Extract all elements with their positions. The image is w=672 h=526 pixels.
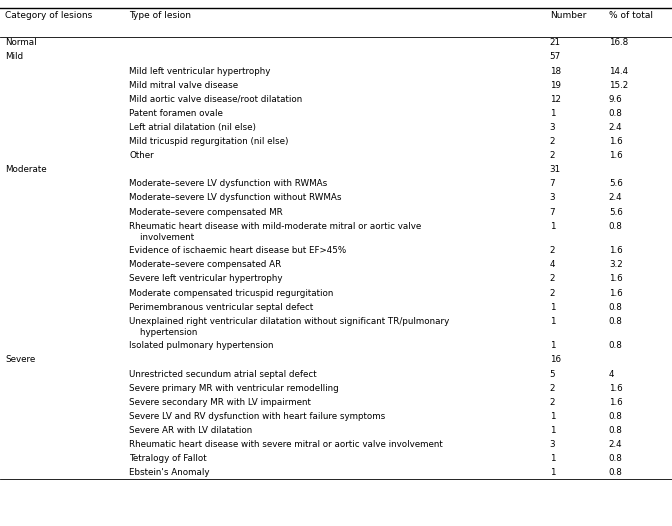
Text: Moderate–severe LV dysfunction with RWMAs: Moderate–severe LV dysfunction with RWMA… — [129, 179, 327, 188]
Text: 0.8: 0.8 — [609, 426, 623, 435]
Text: 14.4: 14.4 — [609, 67, 628, 76]
Text: Evidence of ischaemic heart disease but EF>45%: Evidence of ischaemic heart disease but … — [129, 246, 346, 255]
Text: 7: 7 — [550, 208, 555, 217]
Text: Mild aortic valve disease/root dilatation: Mild aortic valve disease/root dilatatio… — [129, 95, 302, 104]
Text: 57: 57 — [550, 53, 561, 62]
Text: 1: 1 — [550, 221, 555, 231]
Text: 1.6: 1.6 — [609, 383, 622, 393]
Text: 19: 19 — [550, 80, 560, 90]
Text: 4: 4 — [609, 370, 614, 379]
Text: 16: 16 — [550, 356, 560, 365]
Text: 2.4: 2.4 — [609, 440, 622, 449]
Text: 0.8: 0.8 — [609, 412, 623, 421]
Text: 3.2: 3.2 — [609, 260, 622, 269]
Text: Ebstein's Anomaly: Ebstein's Anomaly — [129, 468, 210, 477]
Text: Category of lesions: Category of lesions — [5, 11, 93, 19]
Text: 0.8: 0.8 — [609, 468, 623, 477]
Text: Other: Other — [129, 151, 154, 160]
Text: 1: 1 — [550, 426, 555, 435]
Text: 1: 1 — [550, 341, 555, 350]
Text: 31: 31 — [550, 165, 561, 174]
Text: 1.6: 1.6 — [609, 289, 622, 298]
Text: Mild tricuspid regurgitation (nil else): Mild tricuspid regurgitation (nil else) — [129, 137, 288, 146]
Text: Severe primary MR with ventricular remodelling: Severe primary MR with ventricular remod… — [129, 383, 339, 393]
Text: Severe secondary MR with LV impairment: Severe secondary MR with LV impairment — [129, 398, 311, 407]
Text: 5.6: 5.6 — [609, 179, 622, 188]
Text: Moderate compensated tricuspid regurgitation: Moderate compensated tricuspid regurgita… — [129, 289, 333, 298]
Text: 2: 2 — [550, 137, 555, 146]
Text: 1.6: 1.6 — [609, 398, 622, 407]
Text: Moderate–severe compensated AR: Moderate–severe compensated AR — [129, 260, 282, 269]
Text: 15.2: 15.2 — [609, 80, 628, 90]
Text: 2: 2 — [550, 383, 555, 393]
Text: 2.4: 2.4 — [609, 123, 622, 132]
Text: 16.8: 16.8 — [609, 38, 628, 47]
Text: 0.8: 0.8 — [609, 341, 623, 350]
Text: 1: 1 — [550, 468, 555, 477]
Text: Unexplained right ventricular dilatation without significant TR/pulmonary
    hy: Unexplained right ventricular dilatation… — [129, 317, 450, 337]
Text: Tetralogy of Fallot: Tetralogy of Fallot — [129, 454, 207, 463]
Text: Perimembranous ventricular septal defect: Perimembranous ventricular septal defect — [129, 302, 313, 312]
Text: 1.6: 1.6 — [609, 137, 622, 146]
Text: 0.8: 0.8 — [609, 109, 623, 118]
Text: 0.8: 0.8 — [609, 221, 623, 231]
Text: Number: Number — [550, 11, 586, 19]
Text: 18: 18 — [550, 67, 561, 76]
Text: 2: 2 — [550, 289, 555, 298]
Text: 3: 3 — [550, 440, 555, 449]
Text: 1: 1 — [550, 109, 555, 118]
Text: 1.6: 1.6 — [609, 246, 622, 255]
Text: 1: 1 — [550, 302, 555, 312]
Text: 5.6: 5.6 — [609, 208, 622, 217]
Text: Severe AR with LV dilatation: Severe AR with LV dilatation — [129, 426, 252, 435]
Text: 5: 5 — [550, 370, 555, 379]
Text: 2.4: 2.4 — [609, 194, 622, 203]
Text: 4: 4 — [550, 260, 555, 269]
Text: Moderate–severe LV dysfunction without RWMAs: Moderate–severe LV dysfunction without R… — [129, 194, 341, 203]
Text: Severe LV and RV dysfunction with heart failure symptoms: Severe LV and RV dysfunction with heart … — [129, 412, 385, 421]
Text: 7: 7 — [550, 179, 555, 188]
Text: 1: 1 — [550, 317, 555, 326]
Text: 21: 21 — [550, 38, 560, 47]
Text: % of total: % of total — [609, 11, 653, 19]
Text: Rheumatic heart disease with severe mitral or aortic valve involvement: Rheumatic heart disease with severe mitr… — [129, 440, 443, 449]
Text: 2: 2 — [550, 398, 555, 407]
Text: 12: 12 — [550, 95, 560, 104]
Text: 0.8: 0.8 — [609, 302, 623, 312]
Text: 1.6: 1.6 — [609, 151, 622, 160]
Text: 0.8: 0.8 — [609, 454, 623, 463]
Text: 1.6: 1.6 — [609, 275, 622, 284]
Text: Rheumatic heart disease with mild-moderate mitral or aortic valve
    involvemen: Rheumatic heart disease with mild-modera… — [129, 221, 421, 242]
Text: 3: 3 — [550, 123, 555, 132]
Text: Unrestricted secundum atrial septal defect: Unrestricted secundum atrial septal defe… — [129, 370, 317, 379]
Text: Moderate: Moderate — [5, 165, 47, 174]
Text: Mild mitral valve disease: Mild mitral valve disease — [129, 80, 238, 90]
Text: Mild left ventricular hypertrophy: Mild left ventricular hypertrophy — [129, 67, 270, 76]
Text: 2: 2 — [550, 151, 555, 160]
Text: Severe left ventricular hypertrophy: Severe left ventricular hypertrophy — [129, 275, 282, 284]
Text: 1: 1 — [550, 454, 555, 463]
Text: 2: 2 — [550, 275, 555, 284]
Text: 3: 3 — [550, 194, 555, 203]
Text: 0.8: 0.8 — [609, 317, 623, 326]
Text: Left atrial dilatation (nil else): Left atrial dilatation (nil else) — [129, 123, 256, 132]
Text: Mild: Mild — [5, 53, 24, 62]
Text: Isolated pulmonary hypertension: Isolated pulmonary hypertension — [129, 341, 274, 350]
Text: 9.6: 9.6 — [609, 95, 622, 104]
Text: 2: 2 — [550, 246, 555, 255]
Text: Patent foramen ovale: Patent foramen ovale — [129, 109, 223, 118]
Text: Severe: Severe — [5, 356, 36, 365]
Text: Normal: Normal — [5, 38, 37, 47]
Text: Type of lesion: Type of lesion — [129, 11, 191, 19]
Text: 1: 1 — [550, 412, 555, 421]
Text: Moderate–severe compensated MR: Moderate–severe compensated MR — [129, 208, 283, 217]
